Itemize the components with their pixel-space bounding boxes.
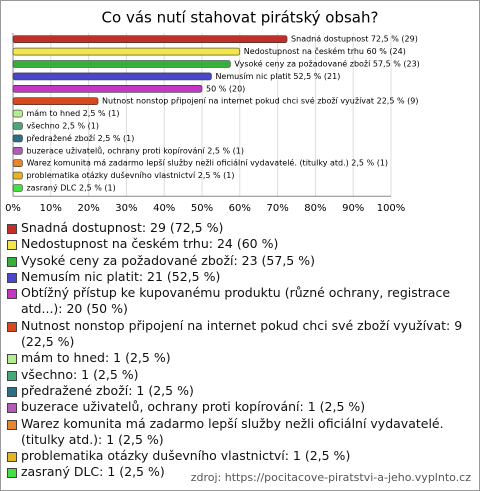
value-label: Warez komunita má zadarmo lepší služby n… — [26, 158, 388, 168]
legend-swatch — [7, 354, 17, 365]
x-tick-label: 0% — [5, 203, 21, 214]
chart: Co vás nutí stahovat pirátský obsah? 0% 1… — [5, 9, 420, 215]
legend-item: buzerace uživatelů, ochrany proti kopíro… — [7, 399, 473, 415]
value-label: Nedostupnost na českém trhu 60 % (24) — [244, 46, 406, 56]
legend-swatch — [7, 272, 17, 283]
x-tick-label: 80% — [304, 203, 326, 214]
bar — [12, 134, 23, 143]
legend-label: všechno: 1 (2,5 %) — [21, 366, 139, 382]
legend-label: Warez komunita má zadarmo lepší služby n… — [21, 415, 444, 447]
legend-item: předražené zboží: 1 (2,5 %) — [7, 383, 473, 399]
value-label: buzerace uživatelů, ochrany proti kopíro… — [26, 145, 244, 155]
source: zdroj: https://pocitacove-piratstvi-a-je… — [190, 471, 471, 484]
value-label: Vysoké ceny za požadované zboží 57,5 % (… — [234, 59, 419, 69]
legend-item: Vysoké ceny za požadované zboží: 23 (57,… — [7, 253, 473, 269]
bar — [12, 171, 23, 180]
x-tick-label: 90% — [342, 203, 364, 214]
x-tick-label: 10% — [40, 203, 62, 214]
bar — [12, 159, 23, 167]
value-label: zasraný DLC 2,5 % (1) — [26, 184, 115, 193]
legend-swatch — [7, 403, 17, 414]
legend-swatch — [7, 321, 17, 332]
legend-swatch — [7, 452, 17, 463]
value-label: mám to hned 2,5 % (1) — [26, 109, 119, 118]
x-tick-label: 60% — [229, 203, 251, 214]
legend-swatch — [7, 224, 17, 234]
value-label: Snadná dostupnost 72,5 % (29) — [291, 35, 418, 44]
x-tick-label: 70% — [266, 203, 288, 214]
legend-label: Nedostupnost na českém trhu: 24 (60 %) — [21, 236, 279, 252]
bar — [12, 35, 288, 44]
bar — [12, 147, 23, 155]
bar — [12, 97, 99, 105]
chart-title: Co vás nutí stahovat pirátský obsah? — [102, 9, 379, 27]
legend-label: Nemusím nic platit: 21 (52,5 %) — [21, 268, 221, 284]
bar — [12, 47, 241, 56]
legend-item: všechno: 1 (2,5 %) — [7, 367, 473, 383]
legend-item: Warez komunita má zadarmo lepší služby n… — [7, 416, 473, 449]
legend-label: Obtížný přístup ke kupovanému produktu (… — [21, 285, 451, 317]
x-tick-label: 20% — [77, 203, 99, 214]
legend: Snadná dostupnost: 29 (72,5 %) Nedostupno… — [7, 220, 473, 481]
bar — [12, 72, 212, 81]
value-label: Nemusím nic platit 52,5 % (21) — [215, 72, 340, 81]
bar — [12, 109, 23, 118]
x-tick-label: 40% — [153, 203, 175, 214]
value-label: problematika otázky duševního vlastnictv… — [26, 170, 234, 180]
x-tick-label: 30% — [115, 203, 137, 214]
bar — [12, 184, 23, 192]
legend-swatch — [7, 419, 17, 430]
legend-item: Nemusím nic platit: 21 (52,5 %) — [7, 269, 473, 285]
bar — [12, 122, 23, 130]
legend-swatch — [7, 289, 17, 300]
legend-label: buzerace uživatelů, ochrany proti kopíro… — [21, 399, 366, 415]
value-label: všechno 2,5 % (1) — [26, 121, 99, 131]
x-tick-label: 50% — [191, 203, 213, 214]
legend-item: mám to hned: 1 (2,5 %) — [7, 350, 473, 366]
legend-item: Nedostupnost na českém trhu: 24 (60 %) — [7, 236, 473, 252]
legend-item: Obtížný přístup ke kupovanému produktu (… — [7, 285, 473, 318]
legend-label: předražené zboží: 1 (2,5 %) — [21, 382, 194, 398]
bar — [12, 85, 203, 93]
bar — [12, 60, 231, 68]
legend-item: zasraný DLC: 1 (2,5 %) — [7, 464, 473, 480]
legend-label: zasraný DLC: 1 (2,5 %) — [21, 464, 165, 480]
x-tick-label: 100% — [377, 203, 406, 214]
legend-swatch — [7, 468, 17, 479]
value-label: 50 % (20) — [206, 84, 245, 93]
legend-swatch — [7, 256, 17, 267]
legend-item: Snadná dostupnost: 29 (72,5 %) — [7, 220, 473, 236]
legend-swatch — [7, 240, 17, 251]
value-label: Nutnost nonstop připojení na internet po… — [102, 96, 418, 106]
legend-label: problematika otázky duševního vlastnictv… — [21, 448, 351, 464]
legend-label: mám to hned: 1 (2,5 %) — [21, 350, 171, 366]
legend-label: Vysoké ceny za požadované zboží: 23 (57,… — [21, 252, 315, 268]
legend-swatch — [7, 370, 17, 381]
legend-label: Nutnost nonstop připojení na internet po… — [21, 317, 463, 350]
value-label: předražené zboží 2,5 % (1) — [26, 133, 134, 143]
legend-swatch — [7, 386, 17, 397]
legend-item: problematika otázky duševního vlastnictv… — [7, 448, 473, 464]
legend-label: Snadná dostupnost: 29 (72,5 %) — [21, 220, 224, 235]
legend-item: Nutnost nonstop připojení na internet po… — [7, 318, 473, 351]
